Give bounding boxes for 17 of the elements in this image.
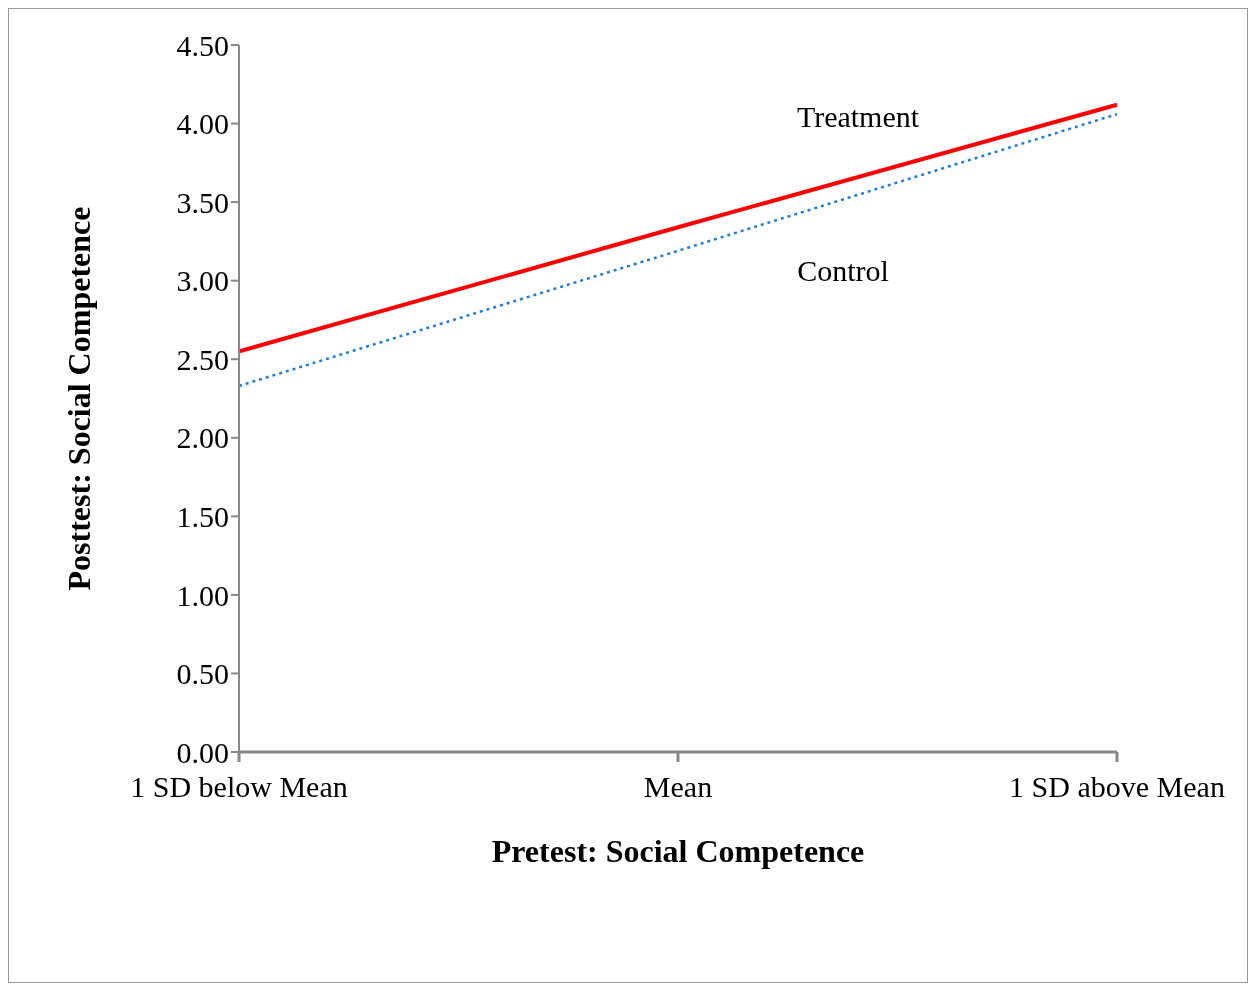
y-tick-label: 2.50: [176, 342, 229, 376]
y-tick-label: 2.00: [176, 421, 229, 455]
series-label: Control: [797, 253, 889, 287]
x-tick-label: 1 SD above Mean: [1009, 770, 1225, 804]
x-axis-title: Pretest: Social Competence: [491, 833, 865, 869]
series-label: Treatment: [796, 100, 920, 134]
y-tick-label: 1.00: [176, 578, 229, 612]
y-tick-label: 4.00: [176, 107, 229, 141]
y-tick-label: 3.00: [176, 264, 229, 298]
y-tick-label: 0.00: [176, 735, 229, 769]
y-tick-label: 4.50: [176, 28, 229, 62]
y-tick-label: 3.50: [176, 185, 229, 219]
y-tick-label: 1.50: [176, 499, 229, 533]
y-tick-label: 0.50: [176, 657, 229, 691]
x-tick-label: 1 SD below Mean: [130, 770, 348, 804]
y-axis-title: Posttest: Social Competence: [61, 206, 98, 591]
x-tick-label: Mean: [643, 770, 713, 804]
